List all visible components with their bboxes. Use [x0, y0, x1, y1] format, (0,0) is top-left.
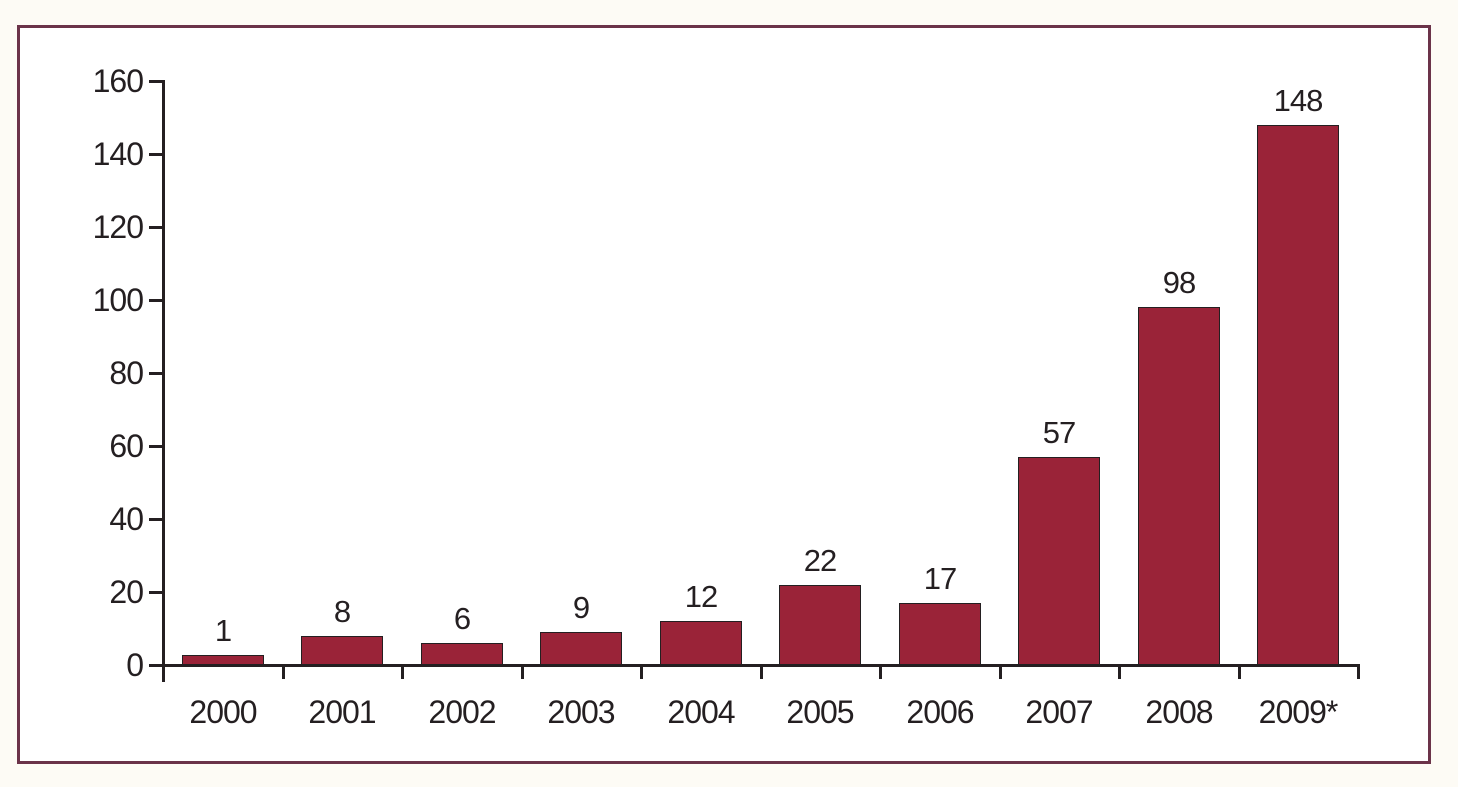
chart-frame [17, 25, 1431, 764]
